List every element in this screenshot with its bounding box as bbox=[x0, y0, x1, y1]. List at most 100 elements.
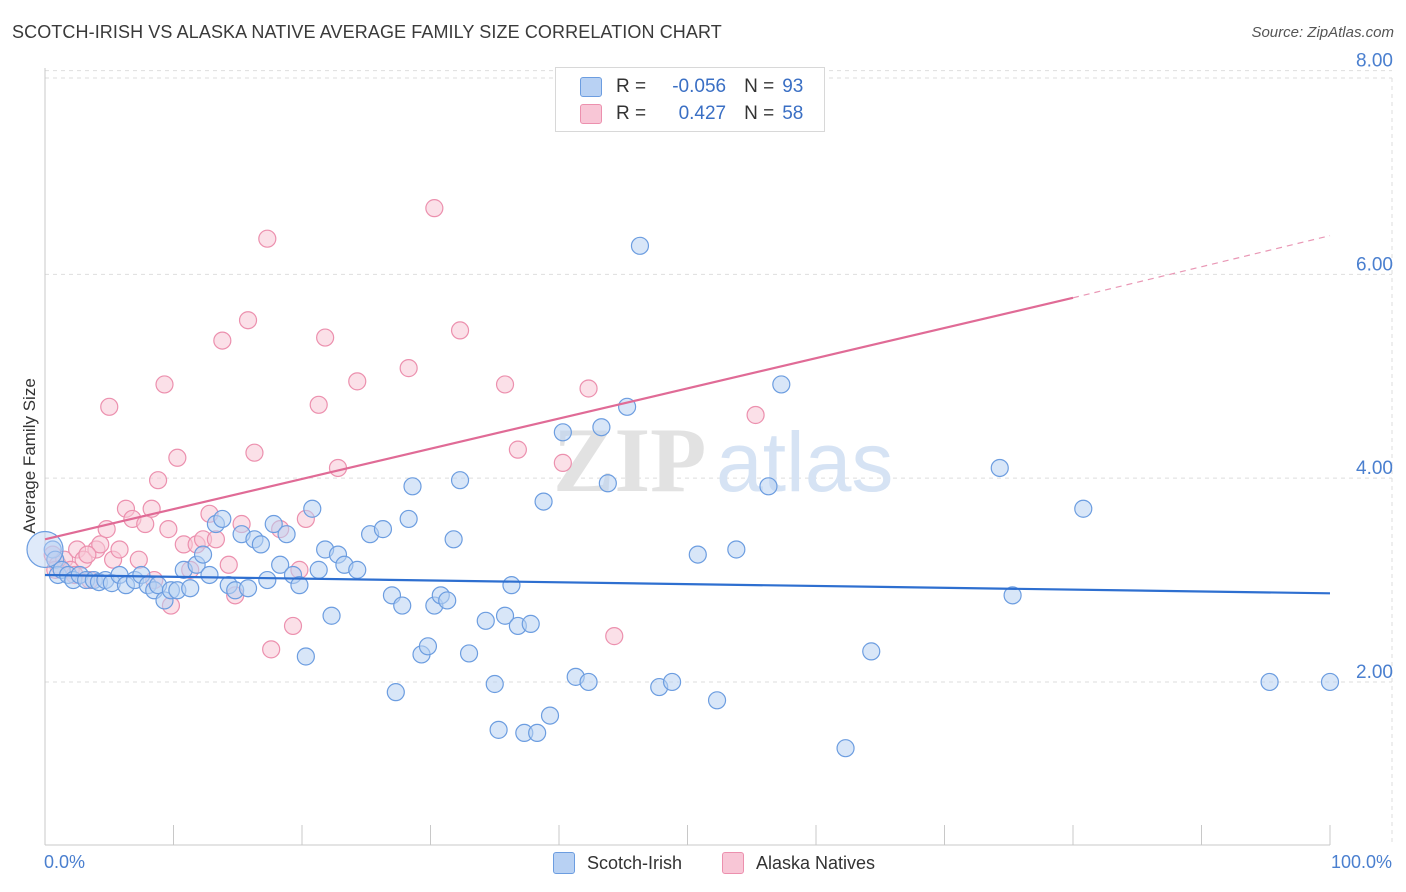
alaska-natives-point bbox=[129, 550, 148, 569]
chart-source: Source: ZipAtlas.com bbox=[1251, 24, 1394, 41]
scotch-irish-point bbox=[258, 570, 277, 590]
scotch-irish-point bbox=[489, 720, 508, 739]
correlation-legend: R = -0.056 N = 93 R = 0.427 N = 58 bbox=[555, 67, 825, 132]
chart-title: SCOTCH-IRISH VS ALASKA NATIVE AVERAGE FA… bbox=[12, 22, 722, 42]
scotch-irish-point bbox=[450, 471, 470, 490]
scotch-irish-point bbox=[1003, 586, 1022, 605]
alaska-natives-point bbox=[399, 359, 418, 378]
scotch-irish-point bbox=[707, 691, 727, 710]
scotch-irish-point bbox=[303, 499, 322, 518]
scotch-irish-point bbox=[213, 509, 232, 529]
scotch-irish-point bbox=[271, 555, 290, 574]
scotch-irish-point bbox=[990, 458, 1009, 478]
scotch-irish-trend-line bbox=[44, 573, 1331, 595]
scotch-irish-point bbox=[836, 739, 855, 758]
alaska-natives-point bbox=[495, 375, 515, 394]
alaska-natives-point bbox=[78, 545, 97, 564]
scotch-irish-point bbox=[630, 236, 650, 255]
alaska-natives-point bbox=[508, 440, 527, 459]
legend-n-label: N = bbox=[744, 103, 775, 124]
alaska-natives-point bbox=[553, 453, 572, 472]
scotch-irish-point bbox=[502, 576, 521, 595]
series-name: Alaska Natives bbox=[756, 852, 876, 873]
alaska-natives-point bbox=[91, 535, 110, 554]
y-tick-labels: 2.00 4.00 6.00 8.00 bbox=[1356, 51, 1393, 683]
series-swatch-pink bbox=[722, 852, 744, 874]
scotch-irish-cluster-point bbox=[26, 530, 64, 569]
scotch-irish-point bbox=[438, 591, 457, 610]
axes bbox=[44, 68, 1331, 846]
scotch-irish-point bbox=[393, 596, 412, 615]
scotch-irish-point bbox=[579, 672, 598, 692]
alaska-natives-point bbox=[605, 627, 624, 646]
trend-lines bbox=[44, 235, 1331, 595]
alaska-natives-point bbox=[283, 616, 303, 636]
legend-r-value: 0.427 bbox=[678, 103, 727, 124]
scotch-irish-point bbox=[1320, 672, 1340, 692]
scotch-irish-point bbox=[373, 520, 393, 539]
alaska-natives-point bbox=[159, 520, 178, 539]
x-tick-label-min: 0.0% bbox=[44, 852, 86, 872]
data-points bbox=[26, 199, 1340, 758]
scotch-irish-point bbox=[348, 560, 367, 579]
alaska-natives-point bbox=[168, 448, 187, 467]
scotch-irish-point bbox=[444, 530, 463, 549]
legend-r-label: R = bbox=[616, 76, 647, 97]
scotch-irish-point bbox=[418, 637, 438, 656]
scotch-irish-point bbox=[181, 579, 200, 598]
alaska-natives-point bbox=[245, 443, 264, 462]
scotch-irish-point bbox=[1260, 672, 1279, 692]
alaska-natives-point bbox=[206, 530, 226, 549]
y-tick-label-1: 4.00 bbox=[1356, 458, 1393, 479]
alaska-natives-point bbox=[219, 555, 238, 574]
legend-n-value: 58 bbox=[782, 103, 804, 124]
series-name: Scotch-Irish bbox=[587, 852, 683, 873]
series-legend-scotch-irish[interactable]: Scotch-Irish bbox=[553, 852, 682, 874]
scotch-irish-point bbox=[534, 492, 553, 511]
scotch-irish-point bbox=[772, 375, 791, 394]
scotch-irish-point bbox=[662, 672, 682, 692]
scotch-irish-point bbox=[238, 579, 258, 598]
legend-swatch-blue bbox=[580, 77, 602, 97]
scotch-irish-point bbox=[727, 540, 746, 559]
scotch-irish-point bbox=[759, 477, 778, 496]
scotch-irish-point bbox=[521, 614, 540, 633]
watermark-zip: ZIP bbox=[553, 409, 706, 511]
scotch-irish-point bbox=[485, 674, 504, 694]
scotch-irish-point bbox=[862, 642, 881, 661]
legend-r-label: R = bbox=[616, 103, 647, 124]
y-tick-label-0: 2.00 bbox=[1356, 662, 1393, 683]
legend-row-scotch-irish: R = -0.056 N = 93 bbox=[580, 75, 803, 99]
x-tick-label-max: 100.0% bbox=[1330, 852, 1392, 872]
scotch-irish-point bbox=[277, 525, 296, 544]
scotch-irish-point bbox=[495, 606, 515, 625]
alaska-natives-point bbox=[213, 331, 232, 350]
watermark: ZIP atlas bbox=[553, 409, 893, 511]
scotch-irish-point bbox=[598, 474, 617, 493]
y-tick-label-3: 8.00 bbox=[1356, 51, 1393, 72]
alaska-natives-point bbox=[348, 372, 367, 391]
scotch-irish-point bbox=[251, 535, 270, 554]
alaska-natives-trend-extension bbox=[1072, 235, 1331, 299]
alaska-natives-point bbox=[148, 471, 168, 490]
scotch-irish-point bbox=[1074, 499, 1093, 518]
scotch-irish-point bbox=[592, 418, 611, 437]
alaska-natives-point bbox=[238, 311, 258, 330]
alaska-natives-point bbox=[155, 375, 174, 394]
scotch-irish-point bbox=[459, 644, 479, 663]
scotch-irish-point bbox=[688, 545, 707, 564]
series-legend-alaska-natives[interactable]: Alaska Natives bbox=[722, 852, 875, 874]
alaska-natives-point bbox=[579, 379, 598, 398]
alaska-natives-point bbox=[110, 540, 129, 559]
scotch-irish-point bbox=[403, 477, 422, 496]
alaska-natives-point bbox=[316, 328, 335, 347]
alaska-natives-point bbox=[425, 199, 444, 218]
scotch-irish-point bbox=[386, 683, 405, 702]
scotch-irish-point bbox=[264, 514, 283, 534]
scotch-irish-point bbox=[200, 565, 219, 585]
scotch-irish-point bbox=[193, 545, 213, 564]
scotch-irish-point bbox=[290, 576, 309, 595]
scotch-irish-point bbox=[399, 509, 418, 529]
y-tick-label-2: 6.00 bbox=[1356, 254, 1393, 275]
series-points-scotch-irish bbox=[43, 236, 1340, 758]
